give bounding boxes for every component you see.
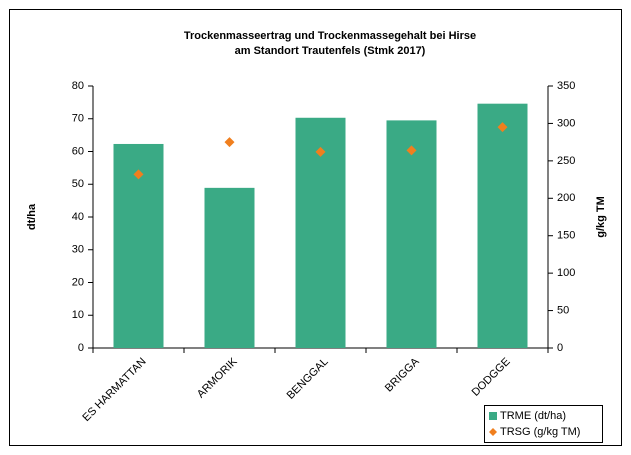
legend-label: TRME (dt/ha) xyxy=(500,410,566,422)
y2-tick-label: 150 xyxy=(557,230,575,242)
y-tick-label: 60 xyxy=(72,145,84,157)
y2-tick-label: 300 xyxy=(557,117,575,129)
y-tick-label: 20 xyxy=(72,276,84,288)
y-tick-label: 30 xyxy=(72,244,84,256)
y-tick-label: 70 xyxy=(72,113,84,125)
bar xyxy=(477,103,528,348)
bar xyxy=(386,120,437,348)
y-tick-label: 80 xyxy=(72,80,84,92)
y2-tick-label: 350 xyxy=(557,80,575,92)
legend-box xyxy=(484,405,603,443)
bar xyxy=(204,187,255,348)
legend-label: TRSG (g/kg TM) xyxy=(500,426,580,438)
y-tick-label: 10 xyxy=(72,309,84,321)
chart-subtitle: am Standort Trautenfels (Stmk 2017) xyxy=(235,45,426,57)
y-tick-label: 40 xyxy=(72,211,84,223)
y-tick-label: 50 xyxy=(72,178,84,190)
y2-tick-label: 250 xyxy=(557,155,575,167)
y2-tick-label: 50 xyxy=(557,304,569,316)
diamond-marker xyxy=(224,137,235,148)
diamond-marker xyxy=(406,145,417,156)
y2-axis-label: g/kg TM xyxy=(595,196,607,238)
chart-title: Trockenmasseertrag und Trockenmassegehal… xyxy=(184,30,476,42)
legend-swatch xyxy=(489,428,497,436)
y-tick-label: 0 xyxy=(78,342,84,354)
diamond-marker xyxy=(497,122,508,133)
y-axis-label: dt/ha xyxy=(26,203,38,230)
diamond-marker xyxy=(133,169,144,180)
y2-tick-label: 200 xyxy=(557,192,575,204)
y2-tick-label: 100 xyxy=(557,267,575,279)
diamond-marker xyxy=(315,146,326,157)
legend-swatch xyxy=(489,412,497,420)
y2-tick-label: 0 xyxy=(557,342,563,354)
